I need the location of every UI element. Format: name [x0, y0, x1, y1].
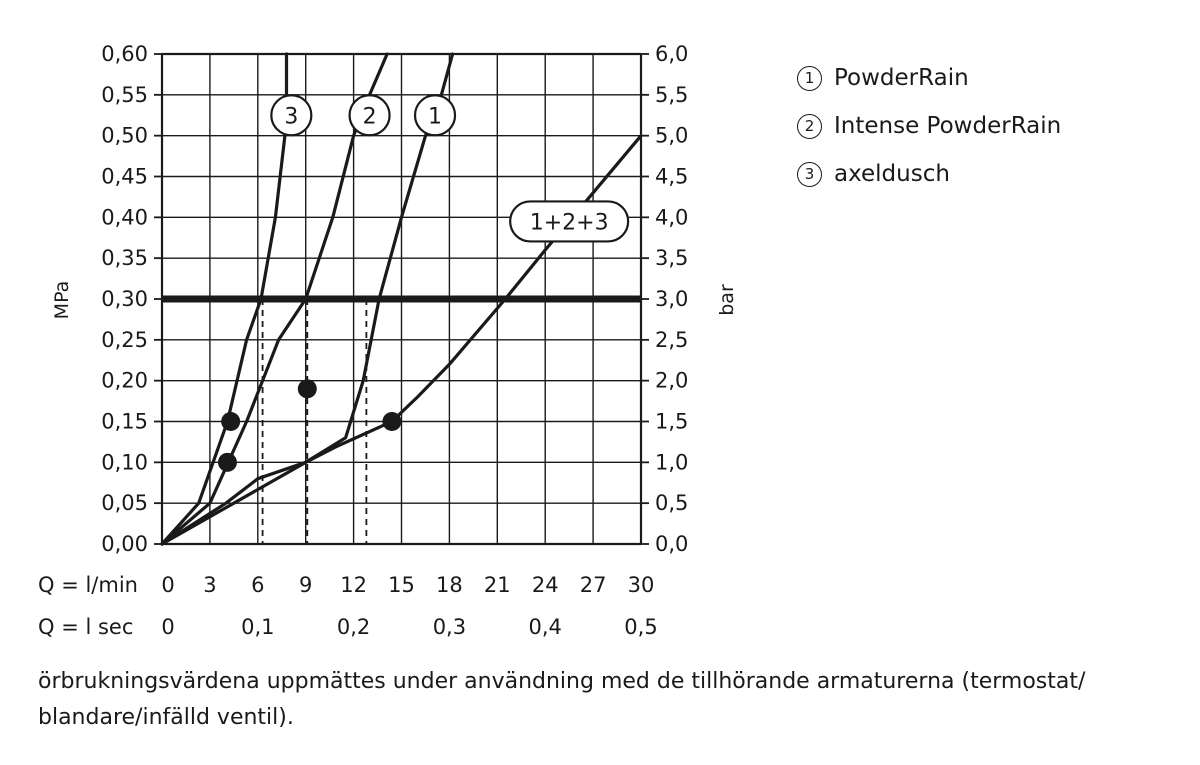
- x-tick-label-lmin: 3: [203, 573, 216, 597]
- y-tick-label-mpa: 0,30: [101, 287, 148, 311]
- x-tick-label-lmin: 21: [484, 573, 511, 597]
- curve-label-badge: [270, 94, 313, 137]
- x-axis-label-lsec: Q = l sec: [38, 615, 133, 639]
- x-tick-label-lsec: 0,1: [241, 615, 274, 639]
- y-tick-label-bar: 4,5: [655, 165, 688, 189]
- y-tick-label-bar: 2,0: [655, 369, 688, 393]
- y-tick-label-mpa: 0,35: [101, 246, 148, 270]
- legend: 1 PowderRain 2 Intense PowderRain 3 axel…: [797, 54, 1061, 198]
- markers: [217, 379, 402, 472]
- data-marker: [221, 412, 241, 431]
- curve-label-badge: [509, 200, 630, 243]
- legend-label: Intense PowderRain: [834, 113, 1062, 139]
- legend-label: axeldusch: [834, 161, 950, 187]
- curve-label-text: 1+2+3: [530, 210, 609, 235]
- legend-label: PowderRain: [834, 65, 969, 91]
- x-tick-label-lmin: 6: [251, 573, 264, 597]
- y-tick-label-mpa: 0,25: [101, 328, 148, 352]
- x-tick-label-lmin: 24: [532, 573, 559, 597]
- y-tick-label-mpa: 0,60: [101, 42, 148, 66]
- legend-item-intense-powderrain: 2 Intense PowderRain: [797, 102, 1061, 150]
- y-axis-label-mpa: MPa: [51, 281, 73, 320]
- y-tick-label-bar: 0,0: [655, 532, 688, 556]
- x-tick-label-lsec: 0,3: [433, 615, 466, 639]
- y-tick-label-mpa: 0,10: [101, 450, 148, 474]
- y-tick-label-mpa: 0,50: [101, 124, 148, 148]
- curve-label-badge: [348, 94, 391, 137]
- x-tick-label-lsec: 0,5: [624, 615, 657, 639]
- x-tick-label-lsec: 0,2: [337, 615, 370, 639]
- x-tick-label-lmin: 9: [299, 573, 312, 597]
- y-tick-label-mpa: 0,00: [101, 532, 148, 556]
- x-tick-label-lmin: 30: [628, 573, 655, 597]
- drop-lines: [261, 299, 368, 544]
- legend-number-badge: 3: [797, 161, 822, 187]
- y-tick-label-mpa: 0,20: [101, 369, 148, 393]
- x-tick-label-lmin: 15: [388, 573, 415, 597]
- legend-number-badge: 1: [797, 65, 822, 91]
- y-tick-label-bar: 2,5: [655, 328, 688, 352]
- y-tick-label-bar: 4,0: [655, 205, 688, 229]
- y-tick-label-bar: 5,5: [655, 83, 688, 107]
- y-tick-label-bar: 1,0: [655, 450, 688, 474]
- data-marker: [217, 452, 237, 472]
- x-tick-label-lsec: 0: [161, 615, 174, 639]
- y-tick-label-mpa: 0,45: [101, 165, 148, 189]
- y-tick-label-bar: 6,0: [655, 42, 688, 66]
- legend-item-powderrain: 1 PowderRain: [797, 54, 1061, 102]
- curve-label-text: 3: [284, 104, 298, 129]
- flow-pressure-chart: 3 2 11+2+3 0,00 0,00,05 0,50,10 1,00,15 1,50,2…: [38, 42, 738, 639]
- legend-item-axeldusch: 3 axeldusch: [797, 150, 1061, 198]
- tick-labels: 0,00 0,00,05 0,50,10 1,00,15 1,50,20 2,00,25 2…: [38, 42, 688, 639]
- y-axis-label-bar: bar: [716, 284, 738, 316]
- x-tick-label-lmin: 12: [340, 573, 367, 597]
- x-tick-label-lmin: 18: [436, 573, 463, 597]
- x-tick-label-lsec: 0,4: [528, 615, 561, 639]
- data-marker: [382, 412, 402, 431]
- y-tick-label-bar: 1,5: [655, 410, 688, 434]
- curve-label-text: 1: [428, 104, 442, 129]
- x-tick-label-lmin: 27: [580, 573, 607, 597]
- curve-labels: 3 2 1 1+2+3: [270, 94, 630, 243]
- legend-number-badge: 2: [797, 113, 822, 139]
- y-tick-label-mpa: 0,05: [101, 491, 148, 515]
- x-tick-label-lmin: 0: [161, 573, 174, 597]
- y-tick-label-bar: 0,5: [655, 491, 688, 515]
- curve-label-badge: [413, 94, 457, 137]
- y-tick-label-mpa: 0,55: [101, 83, 148, 107]
- y-tick-label-mpa: 0,15: [101, 410, 148, 434]
- curve-label-text: 2: [363, 104, 377, 129]
- y-tick-label-bar: 3,0: [655, 287, 688, 311]
- x-axis-label-lmin: Q = l/min: [38, 573, 138, 597]
- data-marker: [297, 379, 317, 399]
- footnote: örbrukningsvärdena uppmättes under använ…: [38, 669, 1086, 730]
- y-tick-label-bar: 3,5: [655, 246, 688, 270]
- y-tick-label-bar: 5,0: [655, 124, 688, 148]
- y-tick-label-mpa: 0,40: [101, 205, 148, 229]
